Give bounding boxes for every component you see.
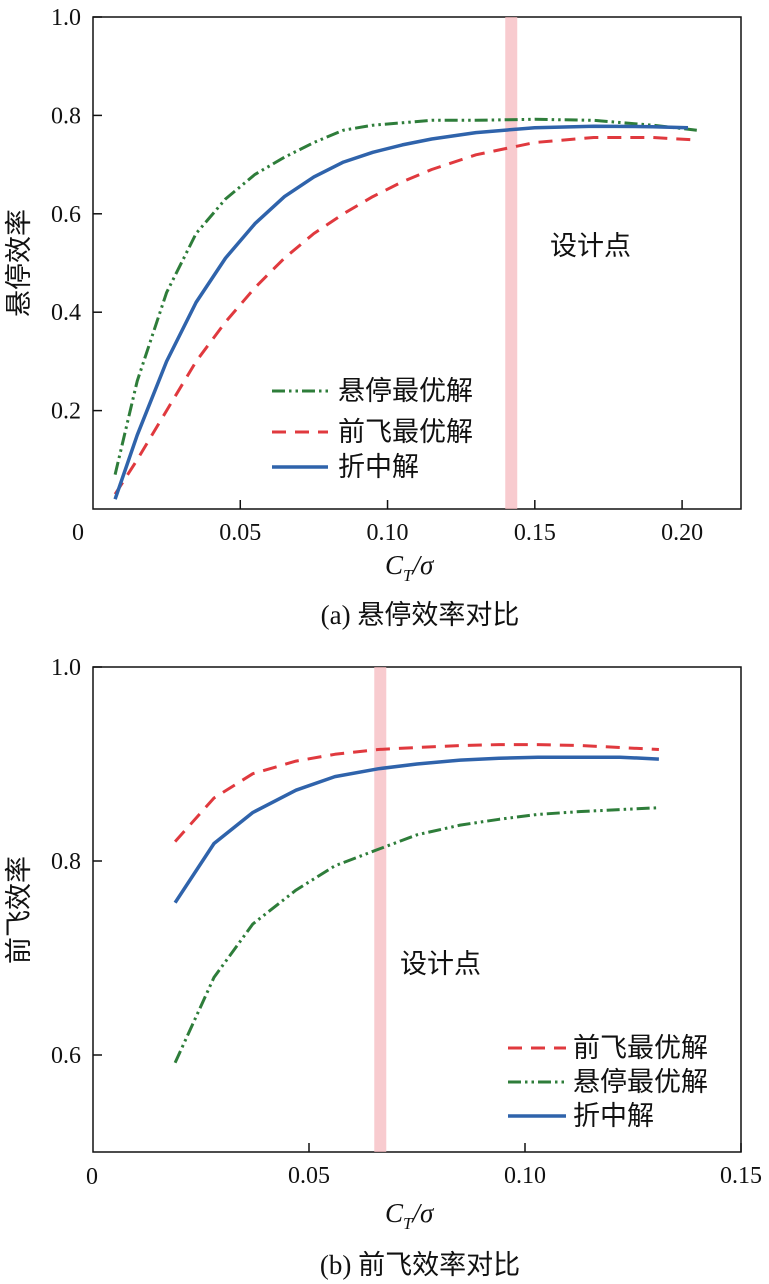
panel-b-legend-label-compromise: 折中解 xyxy=(573,1101,654,1131)
panel-b-ticks: 0.05 0.10 0.15 0.6 0.8 1.0 xyxy=(51,655,762,1189)
panel-a-xtick-label: 0.20 xyxy=(661,520,703,546)
panel-b-series-line-0 xyxy=(173,743,659,843)
panel-b-legend: 前飞最优解 悬停最优解 折中解 xyxy=(508,1033,708,1131)
panel-b-forward-efficiency: 0.05 0.10 0.15 0.6 0.8 1.0 0 前飞效率 CT/σ (b) 前飞… xyxy=(4,655,762,1280)
panel-b-series xyxy=(173,743,659,1064)
panel-a-series xyxy=(113,117,697,500)
panel-b-ylabel: 前飞效率 xyxy=(4,856,34,964)
panel-b-design-point-band xyxy=(374,667,387,1152)
panel-b-series-line-1 xyxy=(173,806,659,1064)
panel-a-origin-label: 0 xyxy=(72,520,84,546)
panel-a-xtick-label: 0.05 xyxy=(219,520,261,546)
panel-a-xtick-label: 0.15 xyxy=(514,520,556,546)
panel-a-hover-efficiency: 0.05 0.10 0.15 0.20 0.2 0.4 0.6 0.8 1.0 0 悬停效率 C… xyxy=(4,5,742,630)
panel-b-origin-label: 0 xyxy=(86,1164,98,1190)
panel-b-legend-label-forward: 前飞最优解 xyxy=(573,1033,708,1063)
panel-a-legend: 悬停最优解 前飞最优解 折中解 xyxy=(272,376,473,482)
panel-a-xlabel: CT/σ xyxy=(385,550,435,585)
panel-a-ytick-label: 1.0 xyxy=(51,5,81,31)
panel-a-legend-label-forward: 前飞最优解 xyxy=(338,417,473,447)
panel-b-ytick-label: 1.0 xyxy=(51,655,81,681)
panel-a-design-point-label: 设计点 xyxy=(550,231,631,261)
panel-b-series-line-2 xyxy=(173,755,659,904)
panel-a-ytick-label: 0.8 xyxy=(51,103,81,129)
panel-b-ytick-label: 0.6 xyxy=(51,1043,81,1069)
panel-b-ytick-label: 0.8 xyxy=(51,849,81,875)
panel-a-series-line-0 xyxy=(113,117,697,475)
panel-a-ytick-label: 0.2 xyxy=(51,399,81,425)
panel-a-design-point-band xyxy=(505,17,518,509)
panel-a-caption: (a) 悬停效率对比 xyxy=(321,600,520,630)
panel-a-series-line-2 xyxy=(113,124,689,500)
panel-a-legend-label-hover: 悬停最优解 xyxy=(338,376,473,406)
panel-a-ticks: 0.05 0.10 0.15 0.20 0.2 0.4 0.6 0.8 1.0 xyxy=(51,5,703,546)
panel-b-xtick-label: 0.05 xyxy=(288,1163,330,1189)
panel-b-plot-frame xyxy=(92,666,742,1153)
panel-b-design-point-marker xyxy=(374,667,387,1152)
panel-b-design-point-label: 设计点 xyxy=(400,949,481,979)
panel-a-plot-frame xyxy=(92,16,742,510)
panel-a-ytick-label: 0.4 xyxy=(51,300,81,326)
panel-a-xtick-label: 0.10 xyxy=(367,520,409,546)
panel-a-design-point-marker xyxy=(505,17,518,509)
panel-a-ytick-label: 0.6 xyxy=(51,202,81,228)
panel-a-legend-label-compromise: 折中解 xyxy=(338,452,419,482)
panel-b-caption: (b) 前飞效率对比 xyxy=(320,1250,520,1280)
panel-b-legend-label-hover: 悬停最优解 xyxy=(573,1067,708,1097)
panel-b-xtick-label: 0.15 xyxy=(720,1163,762,1189)
panel-b-xlabel: CT/σ xyxy=(385,1198,435,1233)
panel-a-ylabel: 悬停效率 xyxy=(4,209,34,317)
panel-b-xtick-label: 0.10 xyxy=(504,1163,546,1189)
